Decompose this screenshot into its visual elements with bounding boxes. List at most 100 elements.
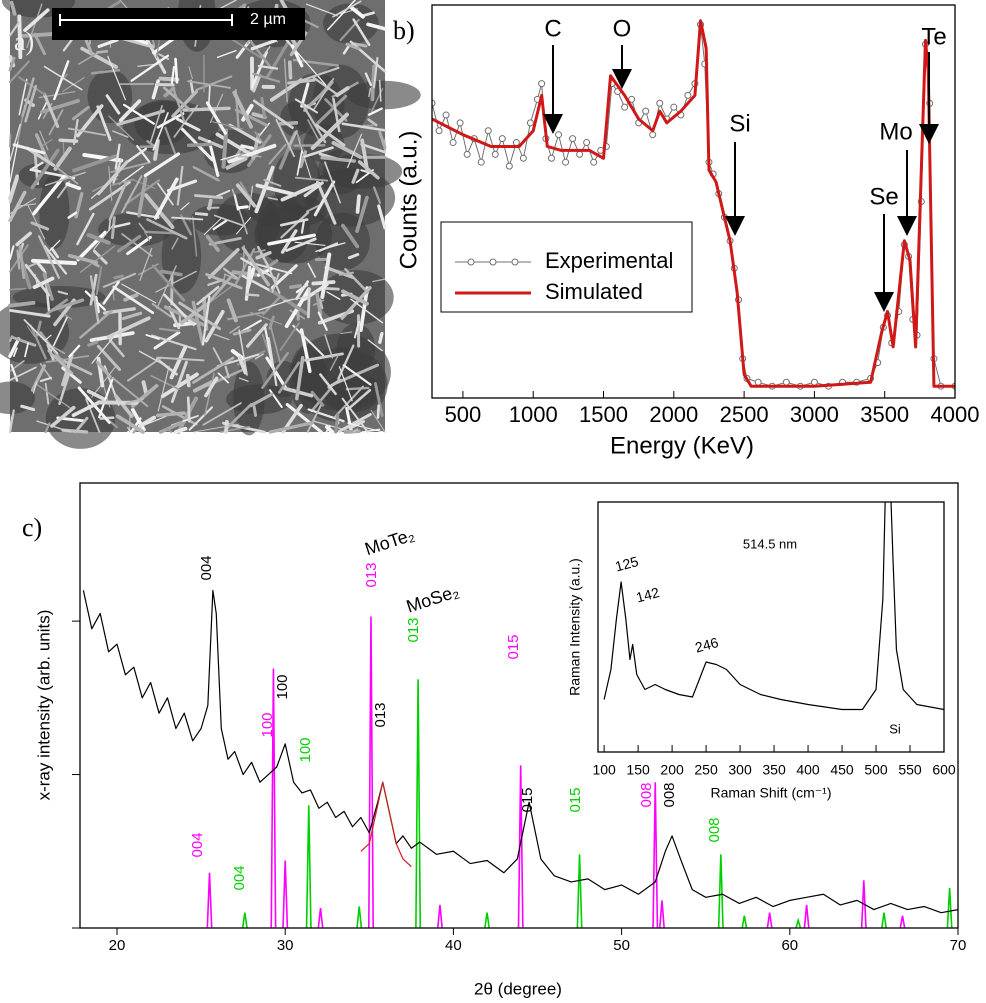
sem-flake xyxy=(334,413,340,434)
sem-flake xyxy=(173,320,200,328)
sem-flake xyxy=(303,146,334,158)
sem-flake xyxy=(378,79,382,102)
sem-flake xyxy=(289,283,303,290)
sem-flake xyxy=(30,221,50,231)
sem-flake xyxy=(65,182,82,191)
sem-flake xyxy=(323,286,340,291)
panel-label: a) xyxy=(14,27,34,56)
sem-flake xyxy=(123,103,155,125)
sem-flake xyxy=(269,288,309,316)
x-tick-label: 500 xyxy=(445,402,482,427)
sem-flake xyxy=(192,165,220,182)
data-point xyxy=(590,158,598,166)
data-point xyxy=(562,158,570,166)
plot-content xyxy=(82,589,958,928)
sem-flake xyxy=(171,216,204,221)
sem-flake xyxy=(295,356,305,401)
data-point xyxy=(519,154,527,162)
peak-label: 015 xyxy=(567,787,584,812)
sem-flake xyxy=(137,176,148,218)
reference-peak xyxy=(881,912,887,928)
sem-flake xyxy=(96,105,112,142)
data-point xyxy=(512,139,520,147)
sem-flake xyxy=(49,344,66,355)
data-point xyxy=(538,80,546,88)
sem-flake xyxy=(263,259,279,271)
sem-flake xyxy=(126,235,152,256)
annotation: Te xyxy=(921,23,946,50)
x-tick-label: 150 xyxy=(626,762,650,778)
sem-flake xyxy=(115,414,145,434)
sem-flake xyxy=(310,112,349,151)
reference-peak xyxy=(899,915,906,928)
sem-flake xyxy=(205,272,243,290)
peak-label: 004 xyxy=(198,555,215,580)
sem-flake xyxy=(112,130,129,138)
sem-flake xyxy=(280,181,321,202)
sem-flake xyxy=(238,377,249,382)
sem-flake xyxy=(79,245,115,273)
sem-flake xyxy=(8,300,36,308)
sem-flake xyxy=(160,372,199,399)
data-point xyxy=(456,119,464,127)
sem-flake xyxy=(157,365,170,412)
data-point xyxy=(782,378,790,386)
sem-flake xyxy=(240,144,254,150)
sem-flake xyxy=(367,118,378,127)
sem-flake xyxy=(300,82,310,108)
sem-flake xyxy=(86,233,111,245)
sem-flake xyxy=(341,223,360,249)
peak-label: 013 xyxy=(405,617,422,642)
plot-content xyxy=(603,502,944,711)
sem-flake xyxy=(126,211,160,219)
peak-label: 008 xyxy=(661,782,678,807)
legend-marker xyxy=(467,258,475,266)
sem-flake xyxy=(332,0,362,18)
sem-flake xyxy=(212,347,224,367)
reference-peak xyxy=(517,765,524,928)
sem-shadow xyxy=(12,286,106,309)
sem-flake xyxy=(18,78,28,116)
plot-frame xyxy=(79,482,959,929)
sem-flake xyxy=(283,58,288,103)
data-point xyxy=(463,150,471,158)
sem-flake xyxy=(114,394,134,418)
peak-label: 004 xyxy=(231,865,248,890)
sem-flake xyxy=(34,133,49,161)
data-point xyxy=(505,162,513,170)
sem-flake xyxy=(332,97,341,133)
x-tick-label: 4000 xyxy=(931,402,980,427)
sem-flake xyxy=(8,337,21,358)
sem-flake xyxy=(252,99,294,129)
reference-peak xyxy=(305,805,312,928)
sem-flake xyxy=(341,289,369,306)
sem-flake xyxy=(53,146,72,171)
sem-flake xyxy=(39,376,52,383)
sem-flake xyxy=(299,328,312,374)
sem-flake xyxy=(205,234,220,252)
sem-flake xyxy=(156,112,185,129)
sem-flake xyxy=(338,271,354,276)
sem-flake xyxy=(305,3,338,17)
sem-flake xyxy=(44,334,52,341)
sem-flake xyxy=(364,72,372,87)
reference-peak xyxy=(206,872,213,928)
sem-flake xyxy=(31,161,44,170)
reference-peak xyxy=(766,912,773,928)
sem-flake xyxy=(345,386,370,391)
sem-flake xyxy=(153,177,179,220)
reference-peak xyxy=(436,904,443,928)
sem-flake xyxy=(44,422,51,434)
sem-flake xyxy=(130,54,170,82)
sem-flake xyxy=(9,197,36,215)
sem-flake xyxy=(153,138,160,161)
data-point xyxy=(810,378,818,386)
sem-flake xyxy=(378,331,384,344)
y-axis-label: Raman Intensity (a.u.) xyxy=(567,558,583,696)
sem-flake xyxy=(108,115,135,141)
panel-label: b) xyxy=(393,16,415,45)
sem-flake xyxy=(231,38,263,59)
reference-peak xyxy=(658,900,665,928)
sem-flake xyxy=(315,180,337,225)
sem-flake xyxy=(347,253,360,260)
